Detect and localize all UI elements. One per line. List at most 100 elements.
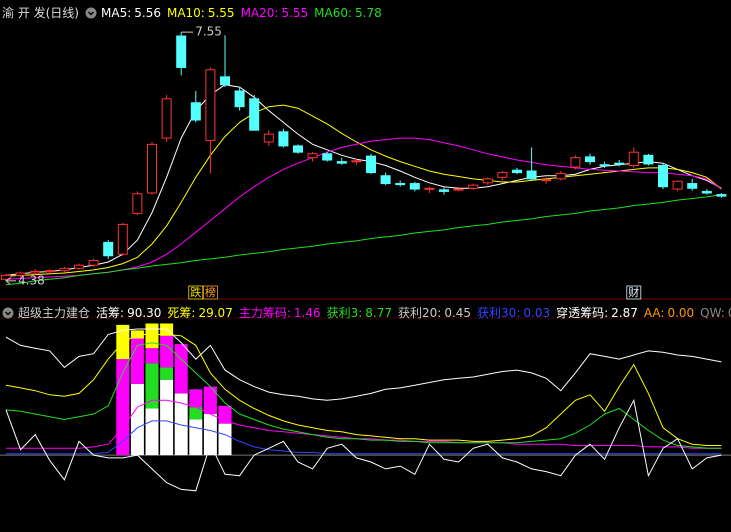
stacked-bar-segment: [145, 363, 159, 409]
series-line: [6, 420, 722, 455]
series-line: [5, 84, 722, 276]
candle-body: [263, 133, 274, 143]
candle-body: [117, 223, 128, 255]
legend-value: 5.55: [281, 5, 309, 20]
legend-value: 5.55: [207, 5, 235, 20]
legend-item: 穿透筹码: 2.87: [556, 304, 638, 321]
candle-body: [30, 270, 41, 274]
candle-body: [643, 154, 654, 165]
candle-body: [74, 264, 84, 269]
candle-body: [205, 69, 216, 141]
legend-value: 2.87: [611, 306, 638, 320]
legend-value: 0.45: [444, 306, 472, 320]
stacked-bar-segment: [189, 419, 203, 456]
candle-body: [439, 189, 449, 192]
legend-item: 获利3: 8.77: [327, 304, 392, 321]
legend-name: QW:: [700, 305, 725, 320]
legend-value: 0.03: [523, 306, 551, 320]
candle-body: [570, 157, 581, 168]
legend-item: AA: 0.00: [644, 306, 694, 320]
candle-body: [468, 184, 479, 189]
candle-body: [526, 170, 537, 180]
candle-body: [716, 194, 727, 197]
legend-item: QW:0.00: [700, 306, 731, 320]
stacked-bar-segment: [203, 414, 217, 456]
chart-title: 渝 开 发(日线): [2, 6, 79, 20]
stacked-bar-segment: [130, 383, 144, 456]
annotation-arrow: [5, 277, 16, 285]
legend-item: 获利20: 0.45: [398, 304, 471, 321]
series-line: [5, 334, 722, 446]
toggle-icon[interactable]: [2, 307, 14, 319]
legend-name: 获利3:: [326, 306, 363, 320]
legend-name: 穿透筹码:: [556, 306, 609, 320]
legend-item: 活筹: 90.30: [96, 304, 161, 321]
candle-body: [44, 270, 55, 273]
stacked-bar-segment: [116, 324, 130, 360]
candle-body: [336, 161, 347, 164]
candle-body: [103, 241, 114, 257]
candle-body: [614, 162, 625, 165]
event-label: 跌: [190, 285, 201, 299]
legend-item: MA10: 5.55: [167, 6, 235, 20]
candle-body: [59, 267, 70, 272]
stacked-bar-segment: [203, 386, 217, 414]
series-line: [5, 342, 722, 449]
stacked-bar-segment: [130, 338, 144, 384]
candle-body: [322, 153, 333, 161]
legend-name: 活筹:: [96, 306, 125, 320]
candle-body: [512, 169, 522, 174]
legend-value: 5.56: [134, 5, 161, 20]
candle-body: [395, 183, 406, 186]
legend-name: MA20:: [240, 5, 279, 20]
series-line: [5, 104, 722, 277]
legend-name: MA10:: [166, 5, 205, 20]
candle-body: [628, 151, 639, 167]
candle-body: [278, 131, 289, 147]
legend-value: 5.78: [355, 5, 382, 20]
candle-body: [599, 164, 610, 167]
stacked-bar-segment: [218, 423, 232, 456]
chart-title: 超级主力建仓: [18, 306, 91, 320]
legend-value: 90.30: [127, 306, 162, 320]
candle-body: [701, 190, 712, 194]
stacked-bar-segment: [189, 407, 203, 420]
stacked-bar-segment: [145, 408, 159, 456]
series-line: [5, 328, 722, 401]
candle-body: [351, 160, 362, 163]
legend-name: MA60:: [314, 5, 353, 20]
candle-body: [497, 172, 508, 178]
series-line: [6, 399, 722, 449]
annotation: 4.38: [18, 273, 45, 287]
series-line: [5, 398, 722, 492]
legend-item: MA20: 5.55: [241, 6, 309, 20]
candle-body: [15, 272, 26, 276]
candle-body: [585, 156, 595, 163]
event-box: [626, 285, 642, 300]
candle-body: [293, 145, 303, 153]
legend-value: 29.07: [198, 306, 233, 320]
legend-value: 1.46: [293, 306, 321, 320]
candle-body: [672, 180, 683, 190]
candle-body: [132, 193, 143, 214]
stacked-bar-segment: [160, 335, 174, 368]
candle-body: [161, 98, 172, 139]
stacked-bar-segment: [145, 323, 159, 349]
annotation: 7.55: [195, 25, 222, 39]
legend-name: 获利20:: [398, 306, 442, 320]
candle-body: [220, 76, 230, 86]
legend-value: 0.00: [728, 306, 731, 320]
event-label: 榜: [205, 285, 216, 299]
candle-body: [147, 143, 157, 194]
event-label: 财: [628, 285, 639, 299]
legend-item: MA60: 5.78: [314, 6, 382, 20]
legend-name: MA5:: [101, 5, 132, 20]
legend-value: 0.00: [667, 305, 695, 320]
candle-body: [453, 188, 464, 191]
toggle-icon[interactable]: [85, 7, 97, 19]
legend-name: 获利30:: [477, 306, 521, 320]
candle-body: [366, 155, 376, 174]
legend-name: AA:: [643, 305, 665, 320]
